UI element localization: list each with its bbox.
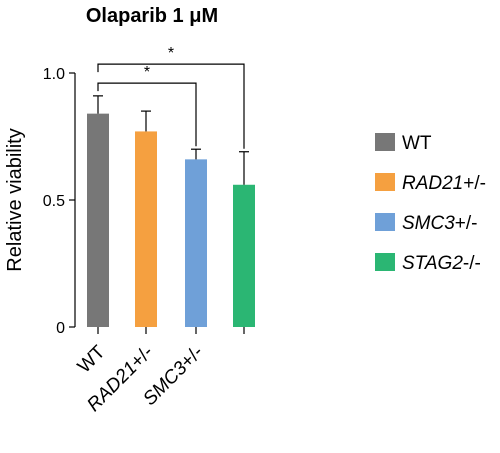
legend-swatch — [375, 173, 395, 191]
y-axis-label: Relative viability — [4, 128, 26, 271]
x-tick-label: WT — [74, 341, 110, 377]
significance-bracket — [97, 82, 197, 147]
chart-title: Olaparib 1 μM — [86, 5, 218, 27]
bar — [233, 184, 255, 327]
significance-marker: * — [168, 45, 174, 62]
legend-label: STAG2-/- — [402, 253, 481, 274]
y-tick-label: 0.5 — [43, 193, 65, 210]
bar — [135, 131, 157, 327]
legend-label: RAD21+/- — [402, 173, 486, 194]
y-tick-label: 1.0 — [43, 66, 65, 83]
y-tick-label: 0 — [56, 320, 65, 337]
significance-marker: * — [144, 64, 150, 81]
legend-label: SMC3+/- — [402, 213, 478, 234]
bar — [87, 113, 109, 327]
bar — [185, 159, 207, 327]
legend-swatch — [375, 133, 395, 151]
legend-swatch — [375, 253, 395, 271]
legend: WT RAD21+/- SMC3+/- STAG2-/- — [375, 133, 486, 274]
legend-label: WT — [402, 133, 432, 154]
legend-swatch — [375, 213, 395, 231]
significance-bracket — [97, 63, 245, 149]
